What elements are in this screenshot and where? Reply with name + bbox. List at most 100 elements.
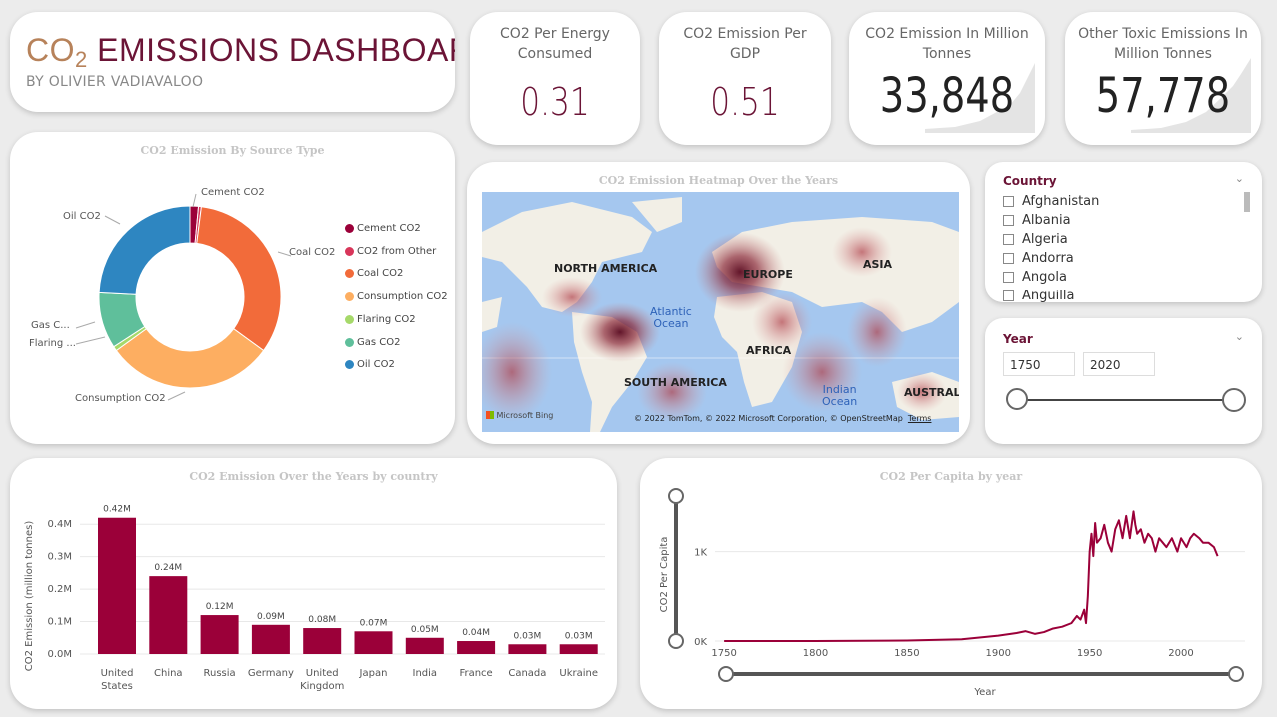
map-card[interactable]: CO2 Emission Heatmap Over the Years <box>467 162 970 444</box>
legend-item[interactable]: Gas CO2 <box>345 337 400 348</box>
year-slider-start-handle[interactable] <box>1006 388 1028 410</box>
checkbox[interactable] <box>1003 253 1014 264</box>
year-from-input[interactable]: 1750 <box>1003 352 1075 376</box>
chevron-down-icon[interactable]: ⌄ <box>1234 330 1244 343</box>
line-chart-card[interactable]: CO2 Per Capita by year 0K 1K 1750 1800 1850 1… <box>640 458 1262 709</box>
country-option[interactable]: Afghanistan <box>1003 194 1099 209</box>
map-label-africa: AFRICA <box>746 344 792 357</box>
legend-item[interactable]: CO2 from Other <box>345 246 436 257</box>
world-map-graphic <box>482 197 959 432</box>
country-slicer-title: Country <box>1003 174 1057 188</box>
legend-label: Consumption CO2 <box>357 291 448 303</box>
y-tick-label: 1K <box>694 548 707 559</box>
kpi-card-co2-million-tonnes[interactable]: CO2 Emission In Million Tonnes 33,848 <box>849 12 1045 145</box>
donut-slice[interactable] <box>196 206 282 352</box>
bar[interactable] <box>354 631 393 654</box>
country-list-clip: Anguilla <box>985 290 1262 302</box>
country-slicer[interactable]: Country ⌄ Afghanistan Albania Algeria An… <box>985 162 1262 302</box>
legend-item[interactable]: Coal CO2 <box>345 268 403 279</box>
bar[interactable] <box>98 517 136 654</box>
donut-leader-line <box>75 321 96 329</box>
country-option[interactable]: Andorra <box>1003 251 1074 266</box>
bar-chart-title: CO2 Emission Over the Years by country <box>189 470 438 483</box>
country-option[interactable]: Angola <box>1003 270 1067 285</box>
x-zoom-slider-end-handle[interactable] <box>1228 666 1244 682</box>
legend-item[interactable]: Cement CO2 <box>345 223 421 234</box>
checkbox[interactable] <box>1003 215 1014 226</box>
checkbox[interactable] <box>1003 196 1014 207</box>
heatmap-map[interactable]: NORTH AMERICA EUROPE ASIA AFRICA SOUTH A… <box>482 192 959 432</box>
legend-swatch <box>345 314 354 324</box>
chevron-down-icon[interactable]: ⌄ <box>1234 172 1244 185</box>
bar[interactable] <box>405 637 444 654</box>
donut-leader-line <box>75 336 106 345</box>
x-tick-label: 1750 <box>711 648 736 659</box>
checkbox[interactable] <box>1003 290 1014 301</box>
bar[interactable] <box>559 644 598 654</box>
bar[interactable] <box>508 644 547 654</box>
legend-label: Cement CO2 <box>357 223 421 234</box>
donut-chart[interactable] <box>10 132 455 444</box>
bar[interactable] <box>149 576 188 654</box>
map-label-australia: AUSTRALI <box>904 386 959 399</box>
x-tick-label: Germany <box>248 668 294 679</box>
legend-item[interactable]: Flaring CO2 <box>345 314 416 325</box>
x-tick-label: 1850 <box>894 648 919 659</box>
bar-data-label: 0.24M <box>154 563 182 573</box>
donut-label-oil: Oil CO2 <box>63 211 101 222</box>
bar-chart-card[interactable]: CO2 Emission Over the Years by country 0… <box>10 458 617 709</box>
legend-item[interactable]: Oil CO2 <box>345 359 395 370</box>
x-tick-label: Kingdom <box>300 681 344 692</box>
map-label-indian: Indian Ocean <box>822 383 858 408</box>
line-chart[interactable]: 0K 1K 1750 1800 1850 1900 1950 2000 CO2 Per Capi… <box>640 458 1262 709</box>
bar-data-label: 0.05M <box>411 625 439 635</box>
kpi-card-other-toxic[interactable]: Other Toxic Emissions In Million Tonnes … <box>1065 12 1261 145</box>
bar[interactable] <box>303 628 342 654</box>
kpi-card-gdp[interactable]: CO2 Emission Per GDP 0.51 <box>659 12 831 145</box>
donut-leader-line <box>167 391 186 401</box>
donut-label-consumption: Consumption CO2 <box>75 393 166 404</box>
legend-swatch <box>345 269 354 279</box>
y-zoom-slider-bottom-handle[interactable] <box>668 633 684 649</box>
x-zoom-slider-start-handle[interactable] <box>718 666 734 682</box>
legend-swatch <box>345 292 354 302</box>
legend-label: Coal CO2 <box>357 268 404 280</box>
donut-leader-line <box>277 251 292 257</box>
checkbox[interactable] <box>1003 272 1014 283</box>
map-label-south-america: SOUTH AMERICA <box>624 376 727 389</box>
legend-swatch <box>345 360 354 370</box>
checkbox[interactable] <box>1003 234 1014 245</box>
map-attribution: © 2022 TomTom, © 2022 Microsoft Corporat… <box>634 414 932 423</box>
donut-chart-title: CO2 Emission By Source Type <box>140 144 325 157</box>
year-slicer[interactable]: Year ⌄ 1750 2020 <box>985 318 1262 444</box>
year-slider-track[interactable] <box>1017 399 1234 401</box>
y-tick-label: 0.2M <box>47 584 72 595</box>
country-option[interactable]: Algeria <box>1003 232 1068 247</box>
donut-slice[interactable] <box>115 328 265 389</box>
map-terms-link[interactable]: Terms <box>907 414 932 423</box>
bar[interactable] <box>457 641 496 654</box>
country-option[interactable]: Albania <box>1003 213 1071 228</box>
kpi-sparkline <box>925 63 1035 133</box>
year-slider-end-handle[interactable] <box>1222 388 1246 412</box>
bar-chart[interactable]: 0.0M 0.1M 0.2M 0.3M 0.4M CO2 Emission (millio… <box>10 458 617 709</box>
scrollbar-thumb[interactable] <box>1244 192 1250 212</box>
x-tick-label: Japan <box>359 668 388 679</box>
series-line[interactable] <box>724 510 1219 642</box>
bar[interactable] <box>200 615 239 654</box>
legend-item[interactable]: Consumption CO2 <box>345 291 448 302</box>
y-zoom-slider-top-handle[interactable] <box>668 488 684 504</box>
x-tick-label: Canada <box>508 668 546 679</box>
bar-data-label: 0.04M <box>462 628 490 638</box>
donut-slice[interactable] <box>98 205 191 295</box>
kpi-card-energy[interactable]: CO2 Per Energy Consumed 0.31 <box>470 12 640 145</box>
kpi-label: CO2 Emission In Million Tonnes <box>865 26 1029 62</box>
x-tick-label: France <box>459 668 492 679</box>
legend-label: CO2 from Other <box>357 245 437 257</box>
country-option[interactable]: Anguilla <box>1003 290 1074 302</box>
bing-logo: Microsoft Bing <box>486 411 553 420</box>
year-to-input[interactable]: 2020 <box>1083 352 1155 376</box>
donut-chart-card[interactable]: CO2 Emission By Source Type Cement CO2 CO… <box>10 132 455 444</box>
bar[interactable] <box>251 624 290 654</box>
donut-label-cement: Cement CO2 <box>201 187 265 198</box>
